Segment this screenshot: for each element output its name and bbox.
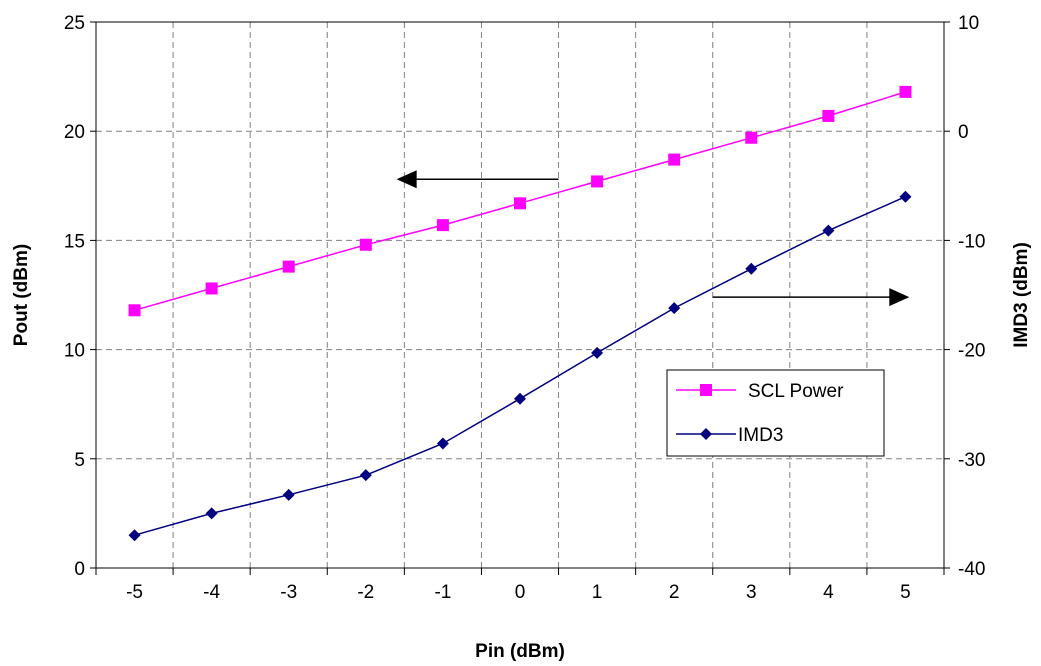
data-point-scl-power xyxy=(205,282,218,295)
y-left-tick-label: 5 xyxy=(74,450,85,471)
y-left-tick-label: 25 xyxy=(64,13,85,34)
data-point-scl-power xyxy=(436,219,449,232)
y-left-tick-label: 0 xyxy=(74,559,85,580)
y-right-tick-label: -20 xyxy=(958,341,985,362)
y-left-tick-label: 20 xyxy=(64,122,85,143)
data-point-scl-power xyxy=(745,131,758,144)
data-point-scl-power xyxy=(282,260,295,273)
y-right-tick-label: 0 xyxy=(958,122,969,143)
x-tick-label: 4 xyxy=(823,582,834,603)
series-group xyxy=(128,85,912,542)
data-point-scl-power xyxy=(359,238,372,251)
x-tick-label: 2 xyxy=(669,582,680,603)
data-point-imd3 xyxy=(359,469,372,482)
y-right-tick-label: 10 xyxy=(958,13,979,34)
arrow-right-head xyxy=(889,288,910,307)
x-axis-title: Pin (dBm) xyxy=(475,641,565,662)
x-tick-label: -2 xyxy=(357,582,374,603)
legend: SCL Power IMD3 xyxy=(666,369,885,457)
data-point-scl-power xyxy=(128,304,141,317)
y-axis-left-title: Pout (dBm) xyxy=(11,244,32,346)
x-tick-label: 1 xyxy=(592,582,603,603)
arrow-left-head xyxy=(396,170,417,189)
legend-label-imd3: IMD3 xyxy=(738,425,783,446)
plot-area-border xyxy=(95,21,945,569)
x-tick-label: 5 xyxy=(900,582,911,603)
axes xyxy=(90,21,950,575)
data-point-imd3 xyxy=(128,529,141,542)
annotation-arrows xyxy=(396,170,910,307)
x-tick-label: 0 xyxy=(515,582,526,603)
data-point-scl-power xyxy=(822,109,835,122)
x-tick-label: 3 xyxy=(746,582,757,603)
data-point-imd3 xyxy=(436,437,449,450)
data-point-imd3 xyxy=(591,346,604,359)
y-right-tick-label: -30 xyxy=(958,450,985,471)
legend-marker-imd3 xyxy=(700,428,712,440)
y-axis-right-title: IMD3 (dBm) xyxy=(1011,242,1032,348)
data-point-scl-power xyxy=(514,197,526,210)
legend-label-scl-power: SCL Power xyxy=(748,381,844,402)
x-tick-label: -1 xyxy=(434,582,451,603)
y-right-tick-label: -10 xyxy=(958,231,985,252)
data-point-imd3 xyxy=(514,392,526,405)
data-point-scl-power xyxy=(899,85,912,98)
data-point-scl-power xyxy=(591,175,604,188)
data-point-imd3 xyxy=(205,507,218,520)
x-tick-label: -5 xyxy=(126,582,143,603)
gridlines xyxy=(96,22,944,568)
legend-marker-scl-power xyxy=(700,384,712,396)
y-left-tick-label: 15 xyxy=(64,231,85,252)
y-right-tick-label: -40 xyxy=(958,559,985,580)
x-tick-label: -4 xyxy=(203,582,220,603)
data-point-imd3 xyxy=(282,488,295,501)
data-point-scl-power xyxy=(668,153,681,166)
y-left-tick-label: 10 xyxy=(64,341,85,362)
data-point-imd3 xyxy=(668,302,681,315)
data-point-imd3 xyxy=(822,224,835,237)
x-tick-label: -3 xyxy=(280,582,297,603)
data-point-imd3 xyxy=(899,190,912,203)
data-point-imd3 xyxy=(745,262,758,275)
